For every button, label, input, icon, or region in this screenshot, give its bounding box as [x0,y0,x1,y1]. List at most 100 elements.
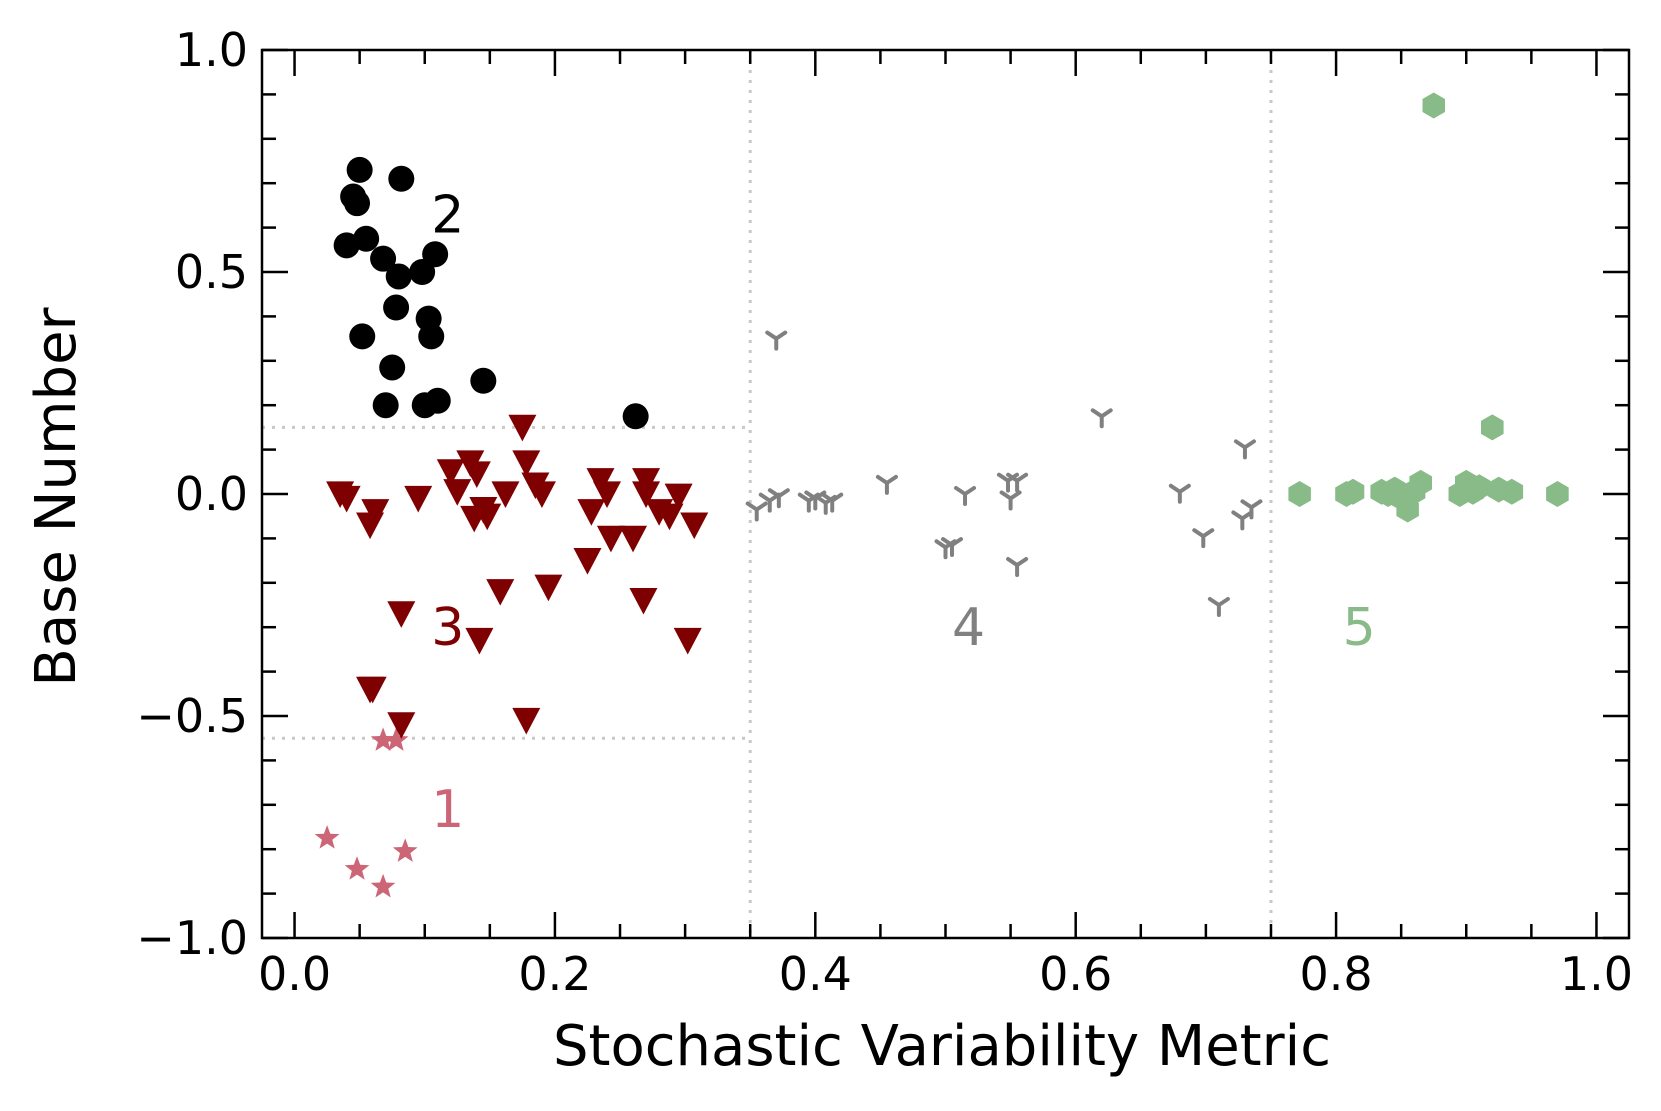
point-hexagon [1468,474,1491,501]
point-star [344,856,370,880]
point-triangle-down [387,712,416,739]
point-triangle-down [512,707,541,735]
x-tick-label: 1.0 [1560,947,1633,1001]
point-hexagon [1288,481,1311,507]
point-circle [353,225,380,252]
point-triangle-down [534,574,563,602]
point-circle [470,367,497,394]
point-circle [409,259,436,285]
point-triangle-down [462,461,491,489]
point-tri-down [765,330,788,351]
group-label-2: 2 [431,185,464,245]
point-tri-down [1006,472,1029,493]
y-tick-label: 0.5 [175,245,248,299]
point-tri-down [1006,557,1029,578]
point-hexagon [1546,481,1569,507]
point-tri-down [821,492,844,513]
y-tick-label: 1.0 [175,23,248,77]
point-triangle-down [629,587,658,615]
series-4 [745,330,1263,617]
point-triangle-down [527,481,556,508]
data-points [314,92,1569,898]
point-hexagon [1500,478,1524,505]
divider-lines [262,50,1273,938]
point-star [314,825,340,849]
x-tick-label: 0.2 [518,947,591,1001]
point-triangle-down [655,503,684,531]
point-triangle-down [573,548,602,575]
point-triangle-down [404,485,433,513]
point-tri-down [745,501,768,522]
series-2 [333,156,649,430]
point-triangle-down [387,601,416,628]
point-star [392,838,418,862]
group-labels: 1 2 3 4 5 [431,185,1375,840]
group-label-3: 3 [431,598,464,658]
point-circle [422,241,449,268]
group-label-5: 5 [1343,598,1376,658]
point-triangle-down [619,525,648,553]
point-circle [424,387,451,414]
point-circle [372,392,399,419]
point-hexagon [1422,92,1445,119]
x-axis-label: Stochastic Variability Metric [553,1014,1331,1079]
point-star [370,727,396,751]
point-star [383,727,409,751]
point-triangle-down [512,450,541,477]
point-triangle-down [460,505,489,533]
point-triangle-down [356,676,385,704]
point-circle [622,403,649,430]
y-tick-labels: −1.0 −0.5 0.0 0.5 1.0 [136,23,248,965]
point-tri-down [1168,483,1191,504]
x-tick-label: 0.0 [258,947,331,1001]
point-tri-down [999,490,1022,511]
point-triangle-down [673,627,702,655]
point-star [370,873,396,898]
point-triangle-down [632,468,661,495]
point-tri-down [954,486,977,506]
point-triangle-down [486,579,515,606]
x-tick-label: 0.4 [779,947,852,1001]
series-1 [314,727,418,898]
point-triangle-down [593,481,622,508]
point-triangle-down [465,627,494,655]
plot-frame [260,48,1631,940]
series-5 [1288,92,1569,523]
point-circle [333,232,360,259]
point-circle [370,245,397,272]
point-triangle-down [508,414,537,442]
point-triangle-down [436,459,465,486]
group-label-1: 1 [431,780,464,840]
point-circle [379,354,406,381]
point-triangle-down [577,499,606,526]
y-axis-label: Base Number [24,306,89,686]
point-tri-down [1207,597,1230,617]
point-tri-down [941,537,964,558]
point-triangle-down [596,525,625,553]
y-tick-label: −0.5 [136,689,248,743]
point-triangle-down [332,485,361,513]
point-circle [388,165,415,192]
y-tick-label: −1.0 [136,911,248,965]
point-circle [385,263,412,290]
point-hexagon [1341,478,1365,505]
point-tri-down [1192,528,1215,549]
point-circle [346,156,373,183]
point-triangle-down [664,483,693,511]
point-tri-down [1231,510,1254,531]
point-triangle-down [632,481,661,508]
point-circle [344,190,371,217]
point-hexagon [1481,414,1504,441]
y-tick-label: 0.0 [175,467,248,521]
point-circle [418,323,445,350]
point-tri-down [1233,439,1256,460]
x-tick-labels: 0.0 0.2 0.4 0.6 0.8 1.0 [258,947,1633,1001]
point-circle [349,323,376,350]
point-triangle-down [361,499,390,526]
x-tick-label: 0.8 [1299,947,1372,1001]
point-triangle-down [586,468,615,495]
point-circle [383,294,410,321]
group-label-4: 4 [952,598,985,658]
point-triangle-down [443,479,472,506]
